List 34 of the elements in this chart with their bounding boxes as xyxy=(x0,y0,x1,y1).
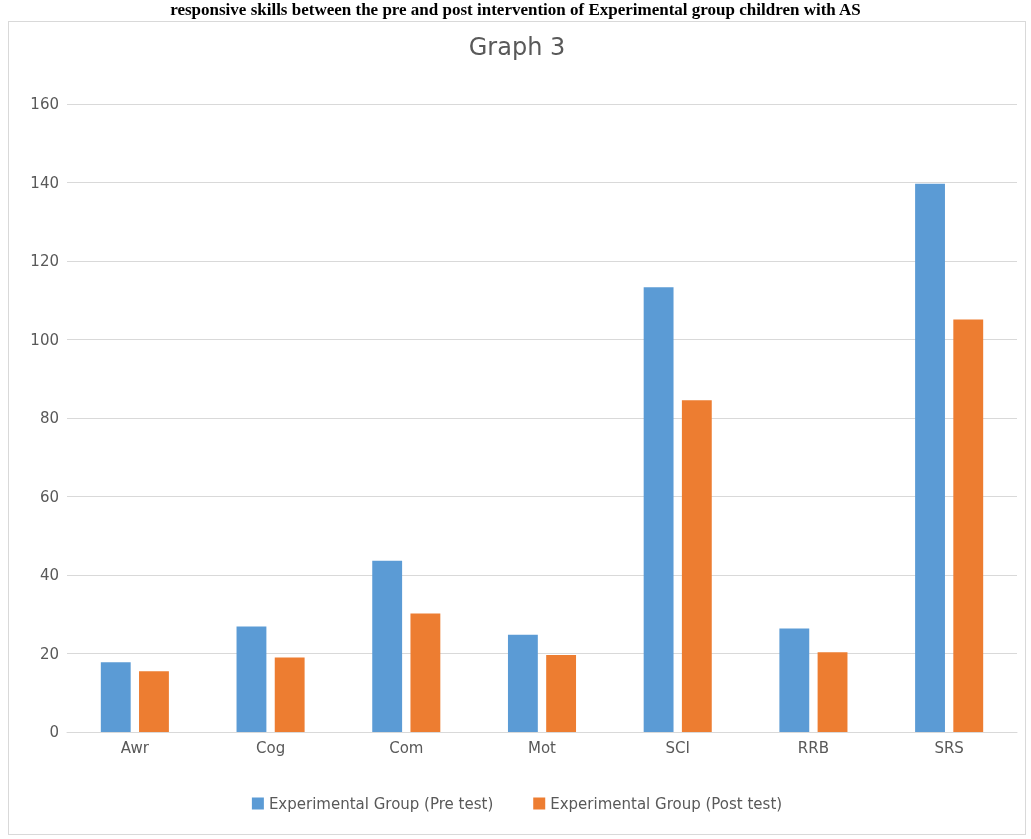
bar xyxy=(546,655,577,732)
bar xyxy=(372,560,403,732)
y-tick-label: 140 xyxy=(30,173,59,192)
x-tick-label: Mot xyxy=(527,738,557,757)
legend-label: Experimental Group (Post test) xyxy=(550,794,783,813)
y-tick-label: 160 xyxy=(30,95,59,113)
bar xyxy=(236,626,267,732)
y-tick-label: 60 xyxy=(39,487,59,506)
chart-title: Graph 3 xyxy=(468,33,566,61)
bar xyxy=(643,287,674,732)
x-tick-label: SRS xyxy=(934,738,964,757)
bar xyxy=(274,657,305,732)
y-tick-label: 100 xyxy=(30,330,59,349)
y-tick-label: 0 xyxy=(49,723,59,741)
y-tick-label: 120 xyxy=(30,252,59,270)
text: responsive skills between the pre and post intervention of Experimental group children with AS xyxy=(169,0,862,20)
y-tick-label: 20 xyxy=(39,644,59,663)
x-tick-label: Com xyxy=(389,738,424,757)
x-tick-label: RRB xyxy=(797,738,829,757)
bar xyxy=(507,634,538,732)
bar xyxy=(410,613,441,732)
x-tick-label: SCI xyxy=(665,738,690,757)
bar xyxy=(779,628,810,732)
bar xyxy=(681,400,712,732)
bar xyxy=(953,319,984,732)
x-tick-label: Cog xyxy=(255,738,286,757)
bar xyxy=(100,662,131,732)
y-tick-label: 40 xyxy=(39,566,59,584)
bar xyxy=(915,183,945,732)
legend-label: Experimental Group (Pre test) xyxy=(268,794,494,813)
x-tick-label: Awr xyxy=(120,738,150,757)
bar xyxy=(817,652,848,732)
bar xyxy=(139,671,169,732)
y-tick-label: 80 xyxy=(39,409,59,427)
